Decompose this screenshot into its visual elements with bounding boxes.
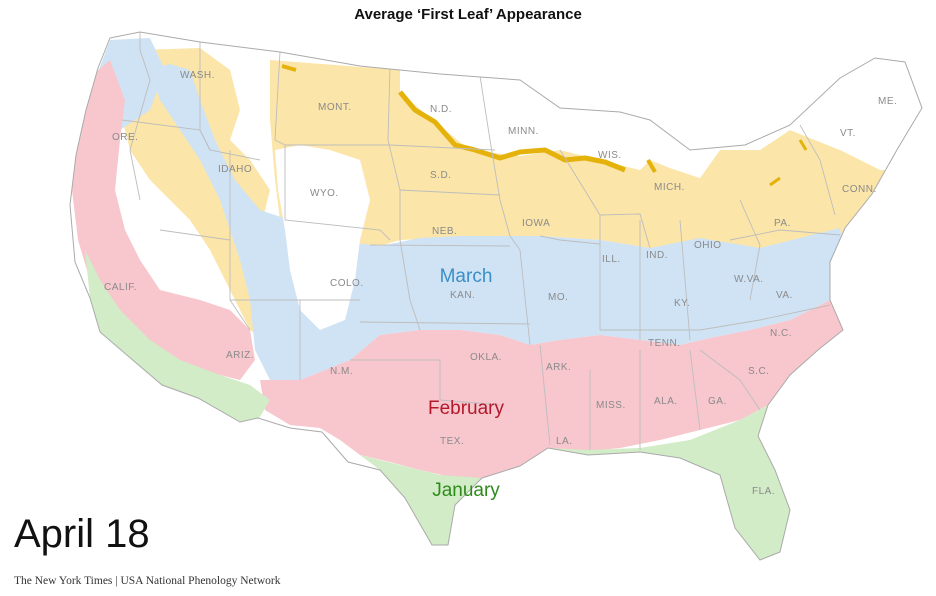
zone-label-march: March: [440, 266, 493, 287]
state-label-idaho: IDAHO: [218, 164, 252, 175]
state-label-nm: N.M.: [330, 366, 353, 377]
february-zone-west: [72, 60, 255, 380]
state-label-neb: NEB.: [432, 226, 457, 237]
state-label-wyo: WYO.: [310, 188, 339, 199]
state-label-mo: MO.: [548, 292, 568, 303]
state-label-me: ME.: [878, 96, 897, 107]
january-zone-southwest: [85, 250, 270, 422]
state-label-wva: W.VA.: [734, 274, 764, 285]
state-label-la: LA.: [556, 436, 573, 447]
state-label-nd: N.D.: [430, 104, 452, 115]
state-label-ind: IND.: [646, 250, 668, 261]
state-label-kan: KAN.: [450, 290, 475, 301]
state-label-ga: GA.: [708, 396, 727, 407]
state-label-miss: MISS.: [596, 400, 626, 411]
state-label-mont: MONT.: [318, 102, 352, 113]
state-label-conn: CONN.: [842, 184, 877, 195]
state-label-iowa: IOWA: [522, 218, 550, 229]
source-credit: The New York Times | USA National Phenol…: [14, 575, 281, 587]
map-title: Average ‘First Leaf’ Appearance: [354, 6, 582, 23]
state-label-ariz: ARIZ.: [226, 350, 254, 361]
february-zone: [260, 300, 843, 478]
state-label-ill: ILL.: [602, 254, 621, 265]
leaf-front-michigan: [646, 158, 657, 174]
state-label-ark: ARK.: [546, 362, 571, 373]
state-label-mich: MICH.: [654, 182, 685, 193]
leaf-zones: [72, 32, 920, 560]
state-label-vt: VT.: [840, 128, 856, 139]
state-label-tenn: TENN.: [648, 338, 681, 349]
state-label-fla: FLA.: [752, 486, 775, 497]
state-label-ore: ORE.: [112, 132, 138, 143]
state-label-nc: N.C.: [770, 328, 792, 339]
state-label-okla: OKLA.: [470, 352, 502, 363]
not-yet-patch-rockies: [275, 145, 370, 330]
state-label-tex: TEX.: [440, 436, 464, 447]
state-label-wis: WIS.: [598, 150, 622, 161]
state-label-ohio: OHIO: [694, 240, 722, 251]
state-label-pa: PA.: [774, 218, 791, 229]
zone-label-january: January: [432, 480, 500, 501]
state-label-wash: WASH.: [180, 70, 215, 81]
state-label-ala: ALA.: [654, 396, 678, 407]
state-label-minn: MINN.: [508, 126, 539, 137]
state-label-va: VA.: [776, 290, 793, 301]
january-zone-gulf: [360, 405, 790, 560]
zone-label-february: February: [428, 398, 505, 419]
state-borders: [121, 32, 841, 450]
not-yet-patch-north: [400, 60, 920, 178]
state-labels: WASH. ORE. IDAHO MONT. WYO. N.D. S.D. MI…: [104, 70, 897, 497]
date-label: April 18: [14, 512, 150, 556]
state-label-ky: KY.: [674, 298, 690, 309]
leaf-front-montana: [281, 64, 297, 72]
leaf-front-line: [398, 90, 626, 173]
state-label-colo: COLO.: [330, 278, 364, 289]
leaf-front-northeast: [769, 139, 808, 187]
state-label-sc: S.C.: [748, 366, 769, 377]
state-label-sd: S.D.: [430, 170, 451, 181]
state-label-calif: CALIF.: [104, 282, 137, 293]
